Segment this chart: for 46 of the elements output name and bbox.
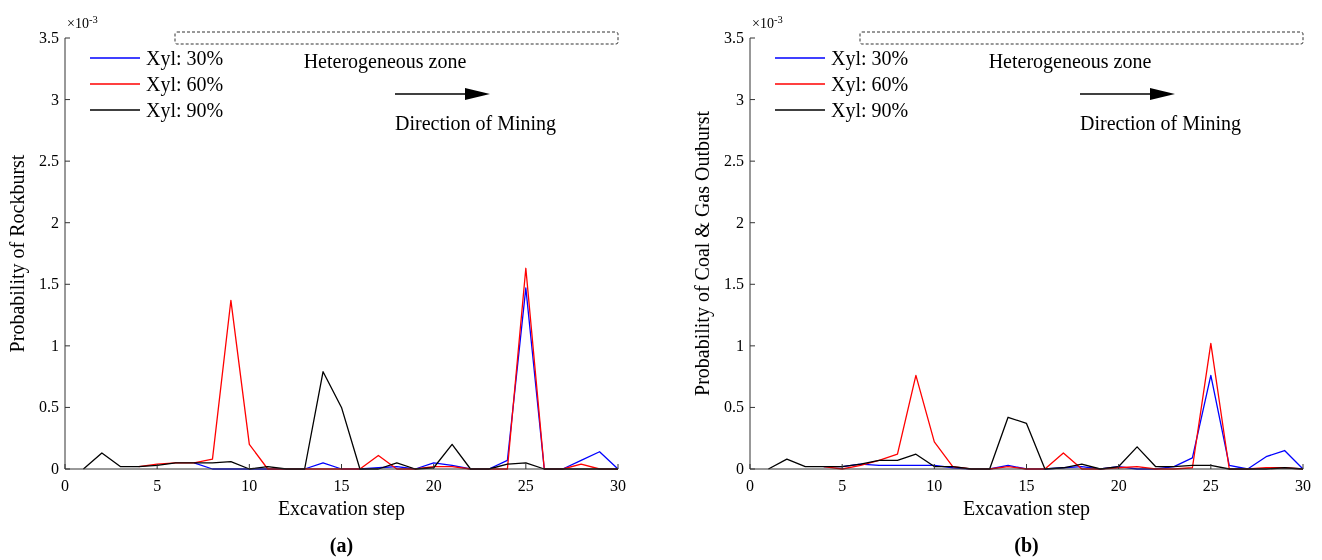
annotation: Heterogeneous zone xyxy=(988,50,1152,73)
text: ×10$^{-3}$ xyxy=(67,13,98,31)
legend-label: Xyl: 30% xyxy=(831,47,909,70)
y-tick-label: 2 xyxy=(51,213,59,231)
text: (a) xyxy=(329,534,354,557)
x-tick-label: 20 xyxy=(1110,477,1127,494)
x-tick-label: 10 xyxy=(926,477,943,494)
y-axis-title: Probability of Rockburst xyxy=(6,154,29,353)
x-tick-label: 5 xyxy=(838,477,847,494)
y-tick-label: 0.5 xyxy=(724,398,744,416)
annotation: Heterogeneous zone xyxy=(303,50,467,73)
x-tick-label: 30 xyxy=(1295,477,1311,494)
y-tick-label: 2 xyxy=(736,213,744,231)
x-axis-title: Excavation step xyxy=(962,497,1091,520)
annotation: Direction of Mining xyxy=(395,112,557,135)
legend-label: Xyl: 60% xyxy=(831,73,909,96)
x-tick-label: 5 xyxy=(153,477,162,494)
y-tick-label: 1 xyxy=(51,336,59,354)
x-tick-label: 20 xyxy=(425,477,442,494)
y-tick-label: 0.5 xyxy=(39,398,59,416)
text: ×10$^{-3}$ xyxy=(752,13,783,31)
x-axis-title: Excavation step xyxy=(277,497,406,520)
x-tick-label: 25 xyxy=(517,477,534,494)
x-tick-label: 25 xyxy=(1202,477,1219,494)
y-tick-label: 1.5 xyxy=(39,275,59,293)
x-tick-label: 15 xyxy=(333,477,350,494)
annotation: Direction of Mining xyxy=(1080,112,1242,135)
legend-label: Xyl: 30% xyxy=(146,47,224,70)
y-tick-label: 0 xyxy=(51,460,59,477)
y-tick-label: 3.5 xyxy=(39,29,59,46)
y-tick-label: 2.5 xyxy=(724,152,744,170)
legend-label: Xyl: 90% xyxy=(831,99,909,122)
y-tick-label: 3 xyxy=(736,90,744,108)
x-tick-label: 15 xyxy=(1018,477,1035,494)
y-tick-label: 0 xyxy=(736,460,744,477)
y-tick-label: 2.5 xyxy=(39,152,59,170)
x-tick-label: 10 xyxy=(241,477,258,494)
y-tick-label: 1.5 xyxy=(724,275,744,293)
y-tick-label: 3.5 xyxy=(724,29,744,46)
text: (b) xyxy=(1014,534,1039,557)
legend-label: Xyl: 60% xyxy=(146,73,224,96)
y-tick-label: 1 xyxy=(736,336,744,354)
y-axis-title: Probability of Coal & Gas Outburst xyxy=(691,110,714,396)
legend-label: Xyl: 90% xyxy=(146,99,224,122)
x-tick-label: 30 xyxy=(610,477,626,494)
y-tick-label: 3 xyxy=(51,90,59,108)
